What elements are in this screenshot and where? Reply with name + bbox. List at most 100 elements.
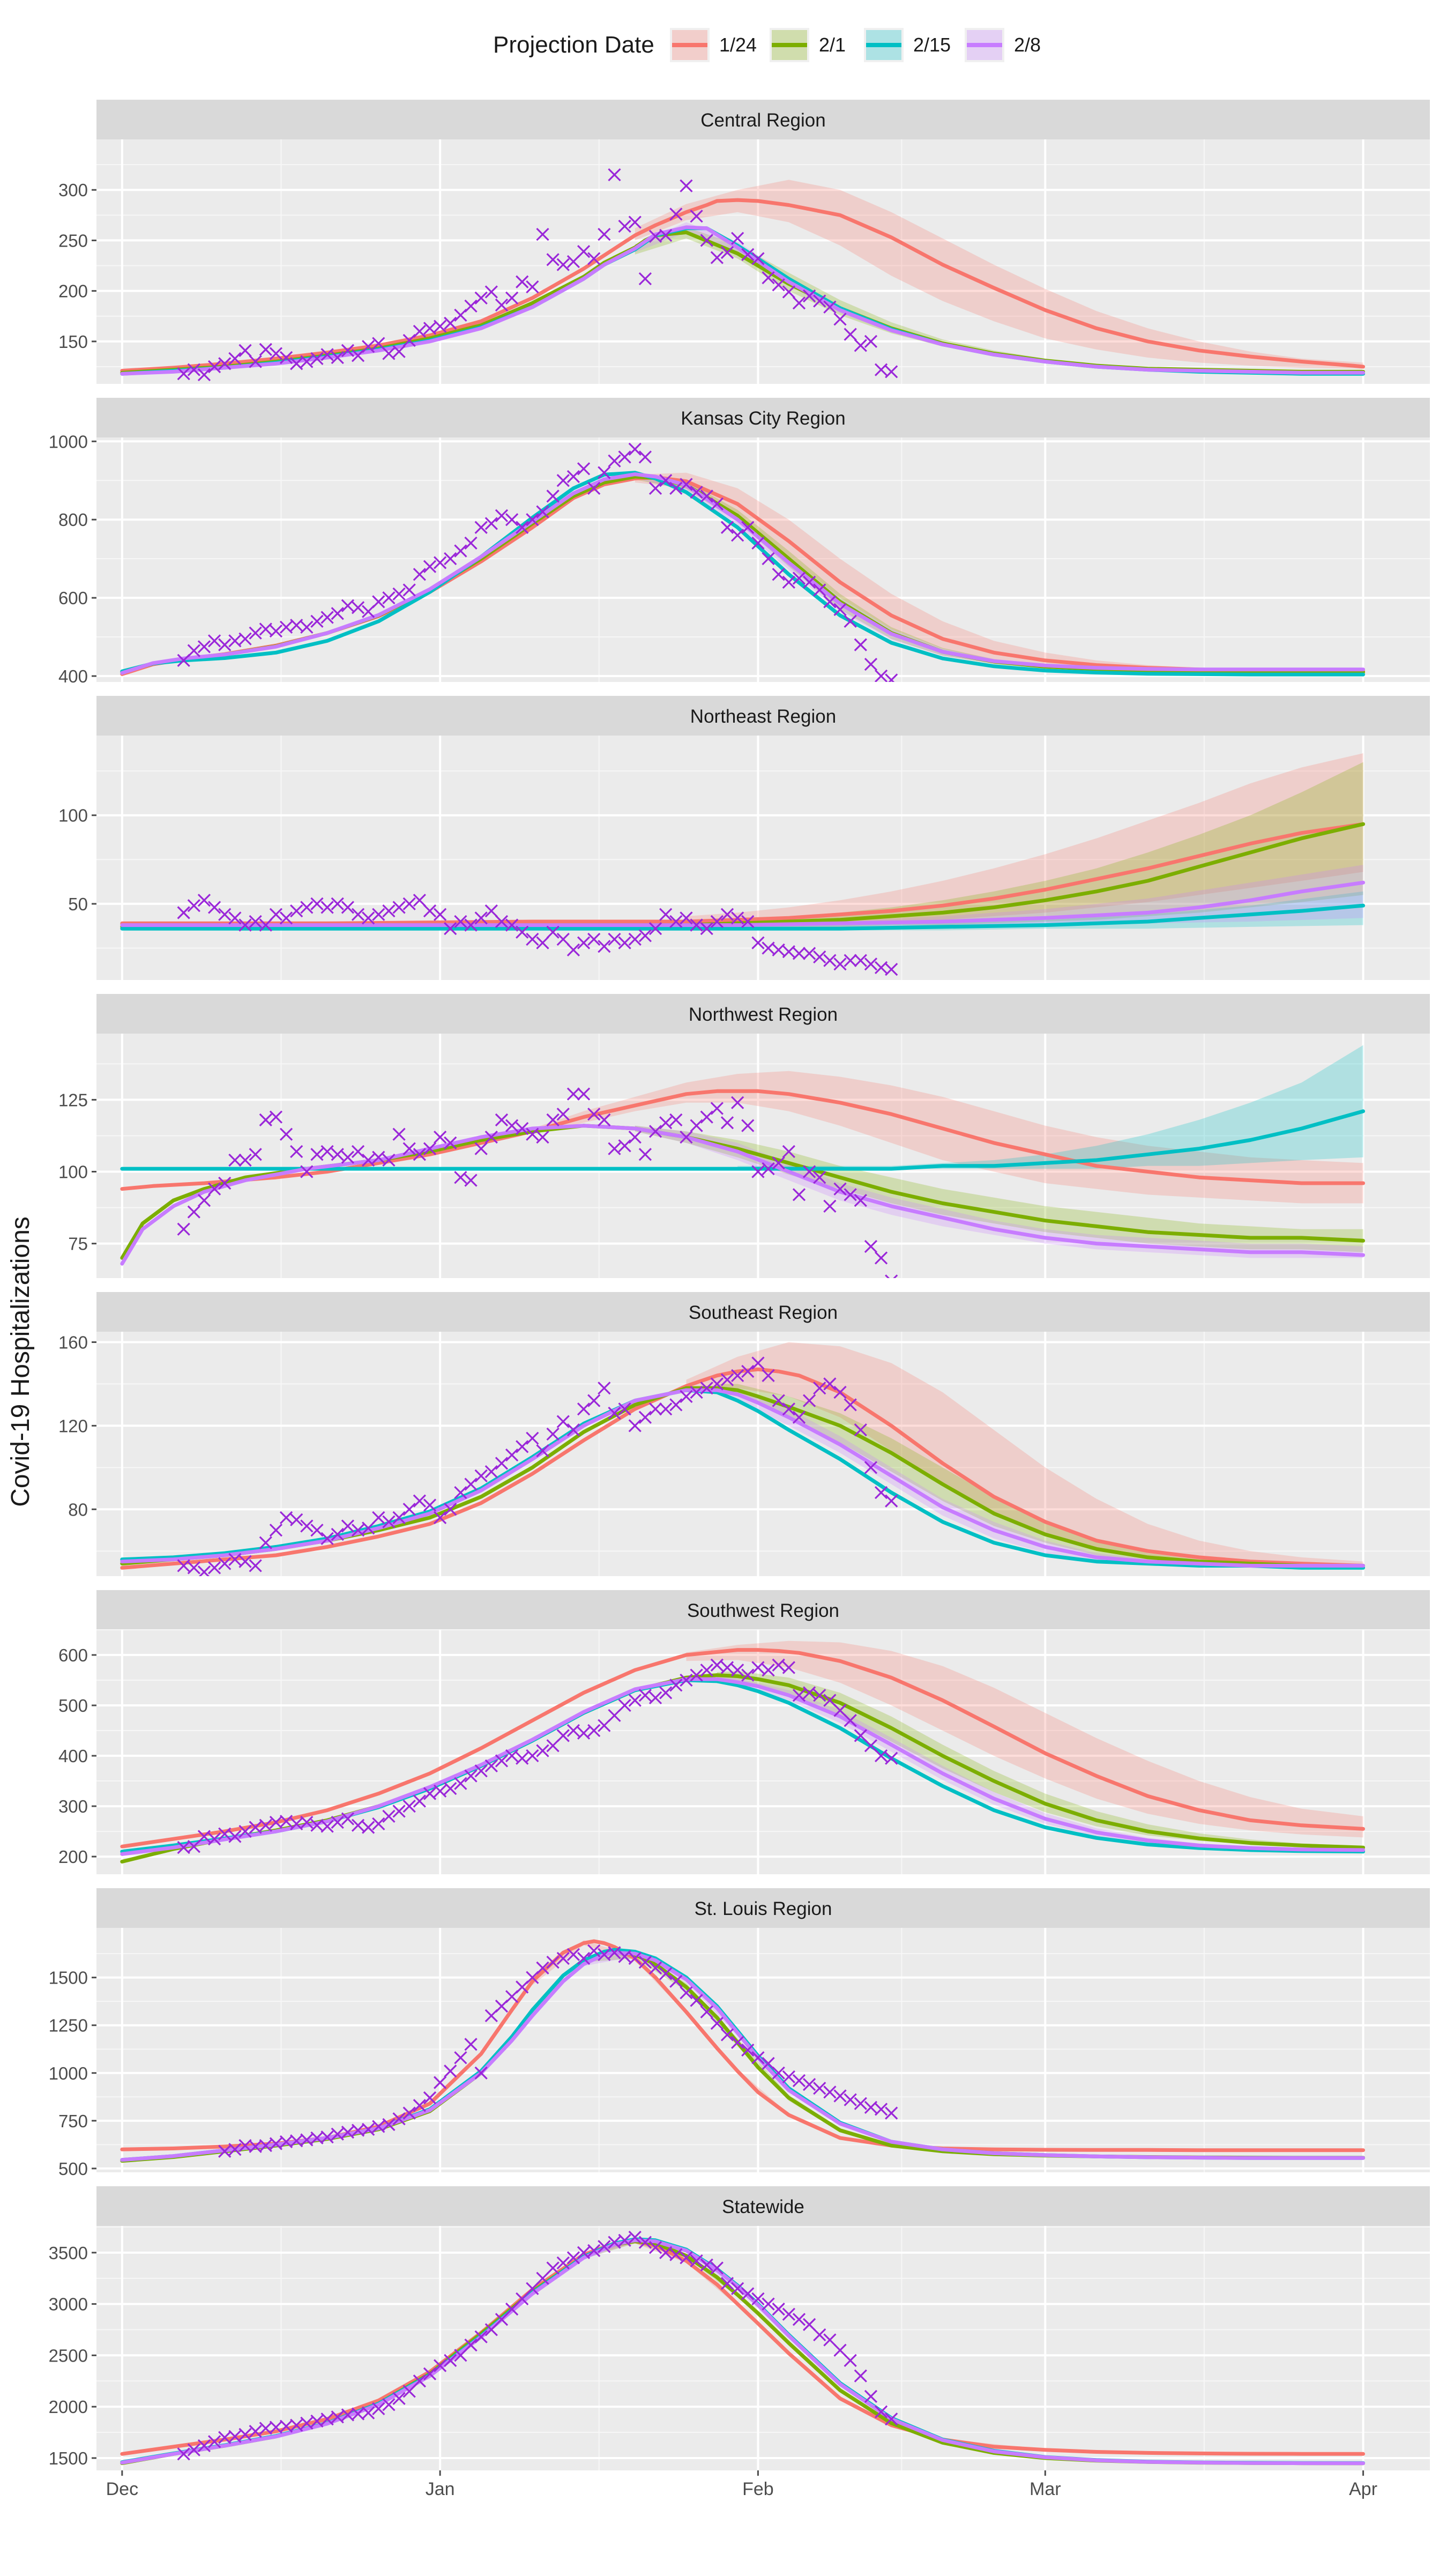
observed-point <box>474 911 488 925</box>
observed-point <box>331 1527 344 1541</box>
observed-point <box>320 901 334 914</box>
observed-point <box>546 1113 560 1127</box>
observed-point <box>587 1944 601 1957</box>
observed-point <box>434 320 447 333</box>
observed-point <box>598 1113 611 1127</box>
observed-point <box>279 620 293 634</box>
legend-label: 2/15 <box>913 34 951 56</box>
observed-point <box>648 229 662 243</box>
y-tick-label: 200 <box>58 1847 88 1867</box>
observed-point <box>454 1486 467 1499</box>
legend-item-2-1: 2/1 <box>770 28 846 62</box>
ribbon-1-24 <box>686 1342 1363 1566</box>
observed-point <box>802 2318 816 2332</box>
observed-point <box>864 2100 878 2114</box>
observed-point <box>618 219 631 233</box>
observed-point <box>300 1816 314 1829</box>
observed-point <box>362 2122 375 2136</box>
observed-point <box>423 904 437 918</box>
series-line-2-8 <box>120 1388 1366 1568</box>
observed-point <box>402 897 416 911</box>
observed-point <box>823 300 837 314</box>
x-tick-label: Mar <box>1030 2479 1061 2499</box>
panel-title: Southeast Region <box>689 1302 838 1323</box>
observed-point <box>197 368 211 382</box>
y-tick-label: 120 <box>58 1416 88 1436</box>
plot-content <box>120 1640 1366 1864</box>
x-tick-label: Dec <box>106 2479 138 2499</box>
observed-point <box>516 1122 529 1135</box>
observed-point <box>598 1719 611 1732</box>
observed-point <box>782 1145 795 1159</box>
observed-point <box>772 1658 785 1672</box>
observed-point <box>434 1784 447 1798</box>
panel-strip <box>96 1888 1430 1928</box>
observed-point <box>351 601 365 614</box>
y-tick-label: 3500 <box>49 2243 88 2263</box>
legend-item-1-24: 1/24 <box>670 28 757 62</box>
observed-point <box>444 552 457 566</box>
observed-point <box>505 1119 519 1132</box>
ribbon-2-8 <box>737 865 1363 927</box>
legend-label: 1/24 <box>719 34 757 56</box>
observed-point <box>300 355 314 368</box>
observed-point <box>464 536 478 550</box>
observed-point <box>228 2143 242 2156</box>
observed-point <box>300 1165 314 1178</box>
observed-point <box>351 2124 365 2137</box>
observed-point <box>228 1153 242 1167</box>
observed-point <box>413 1794 426 1808</box>
panel-strip <box>96 100 1430 139</box>
observed-point <box>864 658 878 671</box>
observed-point <box>536 1744 549 1757</box>
observed-point <box>228 911 242 925</box>
observed-point <box>813 950 826 964</box>
observed-point <box>474 1142 488 1155</box>
observed-point <box>690 210 703 223</box>
observed-point <box>833 1704 847 1717</box>
series-line-1-24 <box>120 1939 1366 2152</box>
observed-point <box>197 894 211 907</box>
observed-point <box>310 1524 324 1537</box>
observed-point <box>659 474 673 487</box>
observed-point <box>741 2043 755 2057</box>
y-tick-label: 1000 <box>49 2063 88 2083</box>
observed-point <box>392 2392 406 2406</box>
observed-point <box>310 614 324 628</box>
observed-point <box>566 1948 580 1962</box>
observed-point <box>536 2271 549 2285</box>
observed-point <box>874 669 888 682</box>
observed-point <box>228 1830 242 1843</box>
observed-point <box>423 2367 437 2381</box>
observed-point <box>659 1686 673 1699</box>
panel-strip <box>96 398 1430 437</box>
observed-point <box>402 583 416 597</box>
observed-point <box>516 1980 529 1994</box>
observed-point <box>372 595 385 608</box>
observed-point <box>505 291 519 305</box>
panel-title: St. Louis Region <box>695 1898 832 1919</box>
observed-point <box>680 2251 693 2265</box>
observed-point <box>526 1431 539 1445</box>
observed-point <box>854 1729 867 1742</box>
observed-point <box>444 1503 457 1516</box>
observed-point <box>341 2126 355 2139</box>
observed-point <box>423 322 437 335</box>
y-tick-label: 200 <box>58 281 88 301</box>
observed-point <box>833 2343 847 2357</box>
series-line-2-8 <box>120 225 1366 376</box>
observed-point <box>177 2447 190 2461</box>
observed-point <box>669 1679 683 1692</box>
observed-point <box>392 1511 406 1525</box>
observed-point <box>844 1714 857 1727</box>
observed-point <box>331 1816 344 1829</box>
observed-point <box>505 1749 519 1763</box>
observed-point <box>290 1145 303 1159</box>
observed-point <box>638 272 652 286</box>
observed-point <box>546 925 560 939</box>
observed-point <box>341 2408 355 2422</box>
observed-point <box>885 365 898 378</box>
observed-point <box>731 2282 744 2296</box>
observed-point <box>218 2431 232 2444</box>
observed-point <box>259 1113 272 1127</box>
